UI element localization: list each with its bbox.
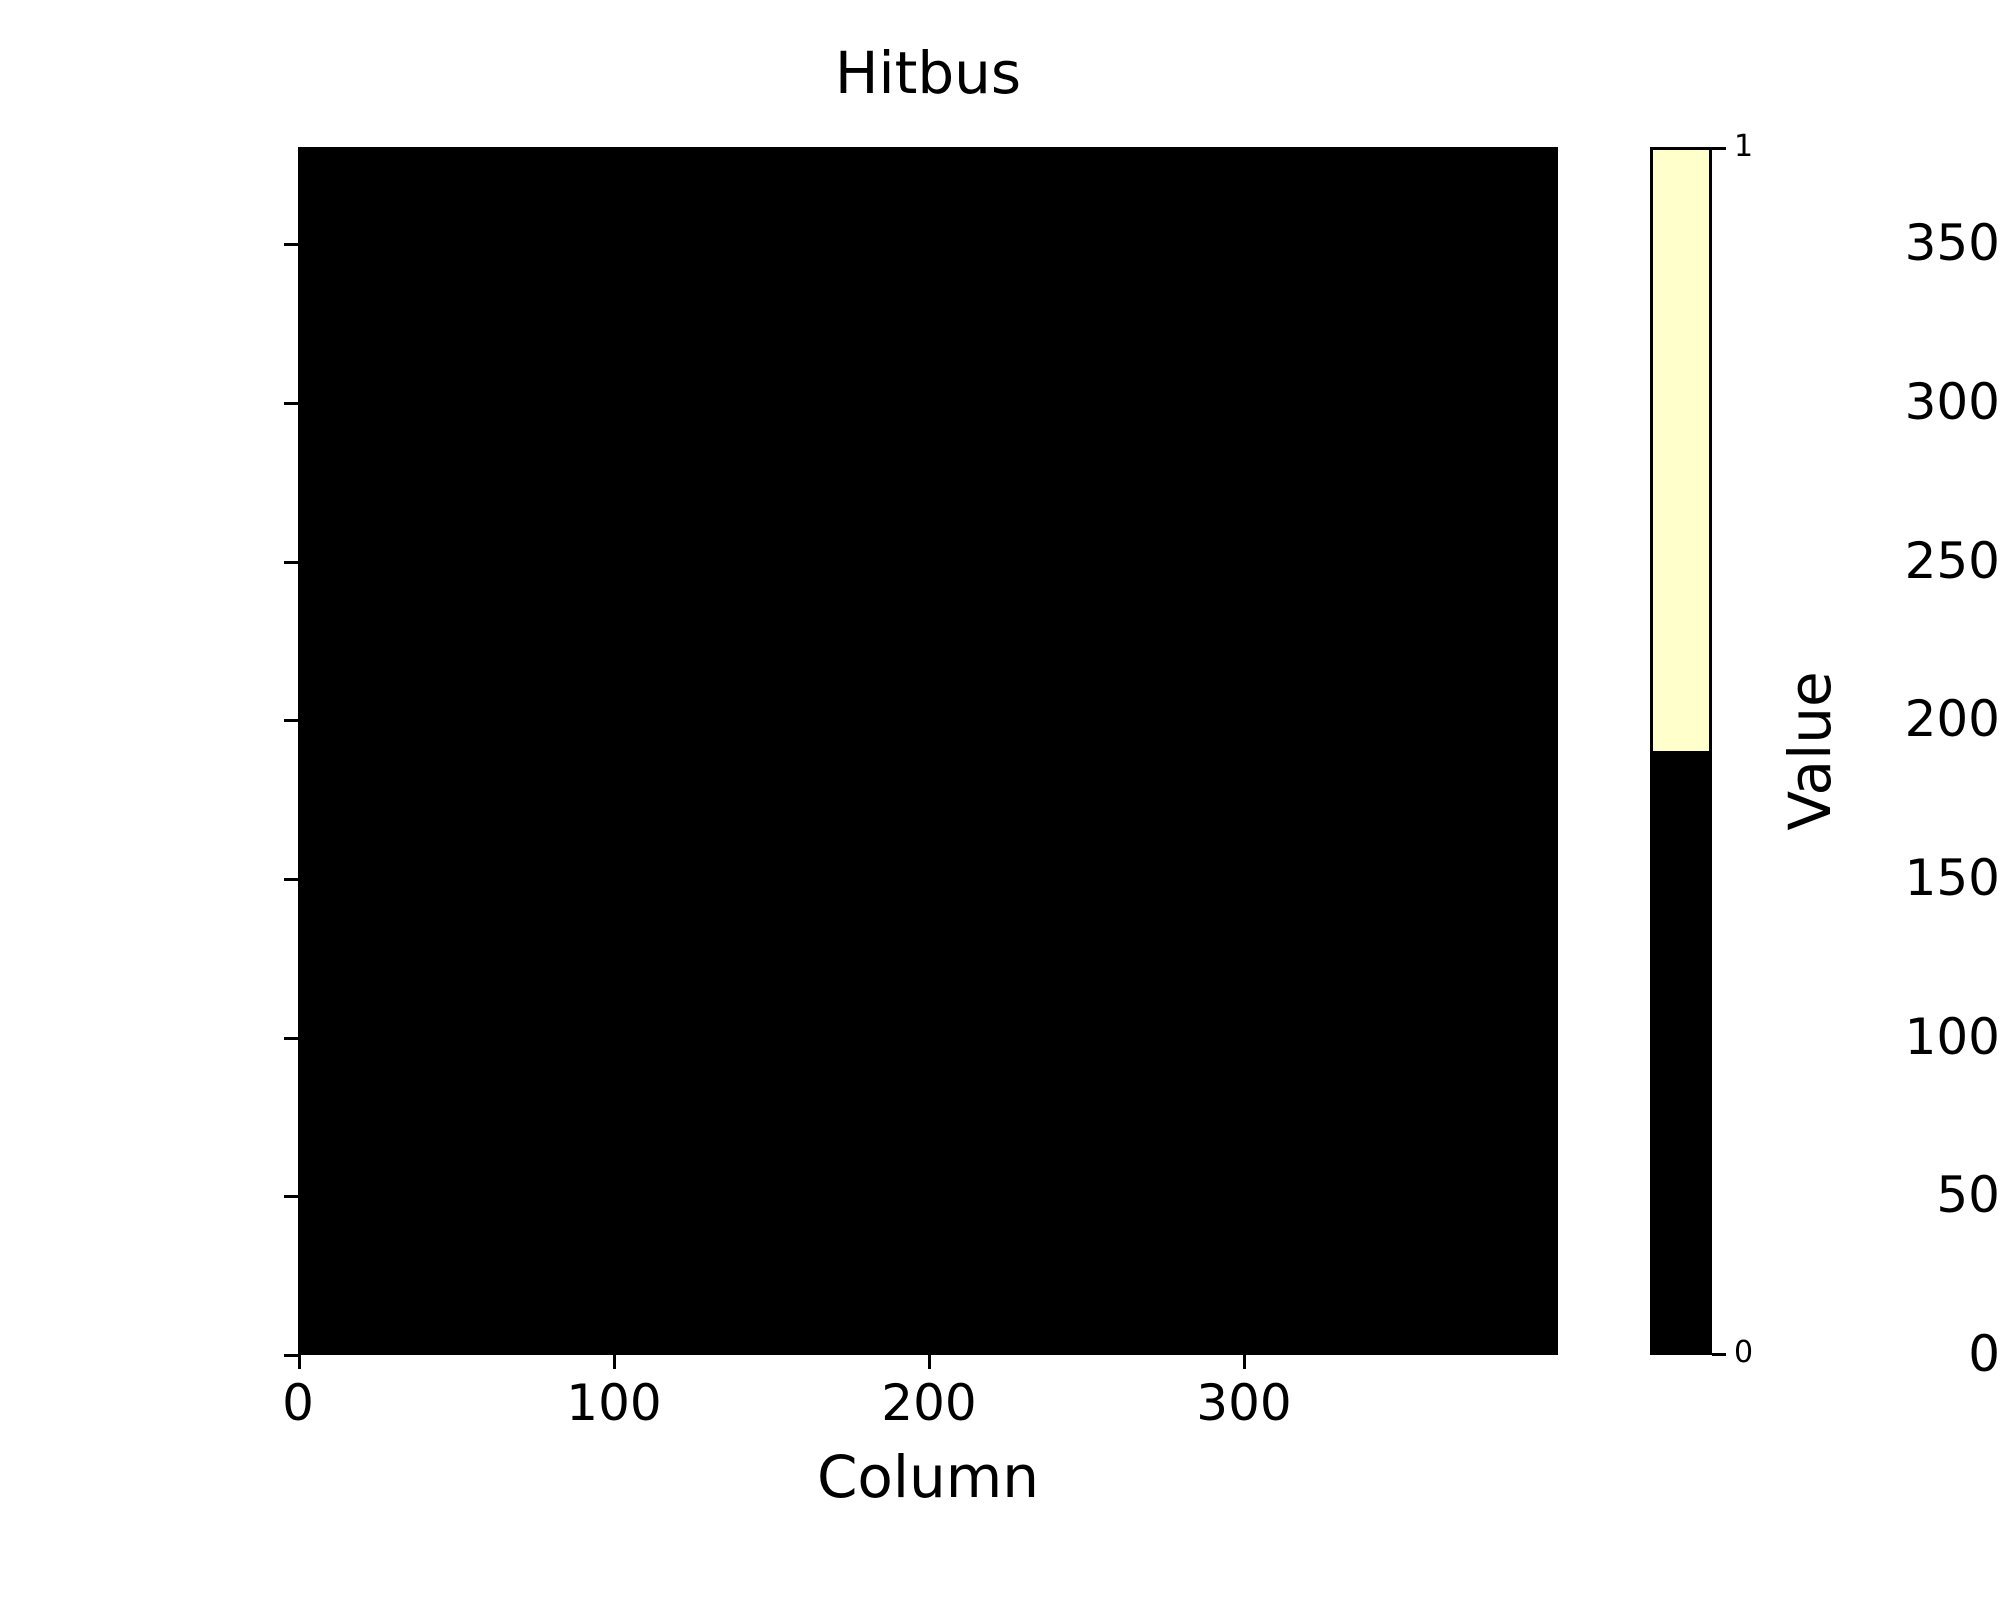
colorbar-segment-low — [1653, 751, 1709, 1352]
ytick-label-300: 300 — [1904, 373, 2000, 431]
ytick-label-200: 200 — [1904, 690, 2000, 748]
colorbar-tick-mark-1 — [1712, 147, 1726, 150]
xtick-label-200: 200 — [881, 1374, 977, 1432]
ytick-label-100: 100 — [1904, 1008, 2000, 1066]
ytick-mark-0 — [284, 1354, 298, 1357]
page-title: Hitbus — [834, 39, 1022, 107]
ytick-label-350: 350 — [1904, 214, 2000, 272]
colorbar-tick-label-0: 0 — [1734, 1335, 1754, 1370]
ytick-mark-100 — [284, 1037, 298, 1040]
xtick-mark-200 — [928, 1355, 931, 1369]
xtick-label-300: 300 — [1196, 1374, 1292, 1432]
x-axis-label: Column — [816, 1443, 1040, 1511]
colorbar-label: Value — [1776, 671, 1844, 831]
colorbar-tick-mark-0 — [1712, 1353, 1726, 1356]
colorbar-tick-label-1: 1 — [1734, 129, 1754, 164]
ytick-mark-50 — [284, 1195, 298, 1198]
ytick-label-50: 50 — [1936, 1166, 2000, 1224]
colorbar[interactable] — [1650, 147, 1712, 1355]
heatmap-axes[interactable] — [298, 147, 1558, 1355]
ytick-mark-250 — [284, 561, 298, 564]
ytick-label-0: 0 — [1968, 1325, 2000, 1383]
colorbar-segment-high — [1653, 150, 1709, 751]
ytick-mark-300 — [284, 402, 298, 405]
ytick-label-150: 150 — [1904, 849, 2000, 907]
xtick-label-0: 0 — [282, 1374, 314, 1432]
ytick-mark-350 — [284, 243, 298, 246]
ytick-mark-150 — [284, 878, 298, 881]
xtick-mark-0 — [298, 1355, 301, 1369]
xtick-label-100: 100 — [566, 1374, 662, 1432]
xtick-mark-300 — [1243, 1355, 1246, 1369]
heatmap-image — [298, 147, 1558, 1355]
xtick-mark-100 — [613, 1355, 616, 1369]
ytick-mark-200 — [284, 719, 298, 722]
ytick-label-250: 250 — [1904, 532, 2000, 590]
